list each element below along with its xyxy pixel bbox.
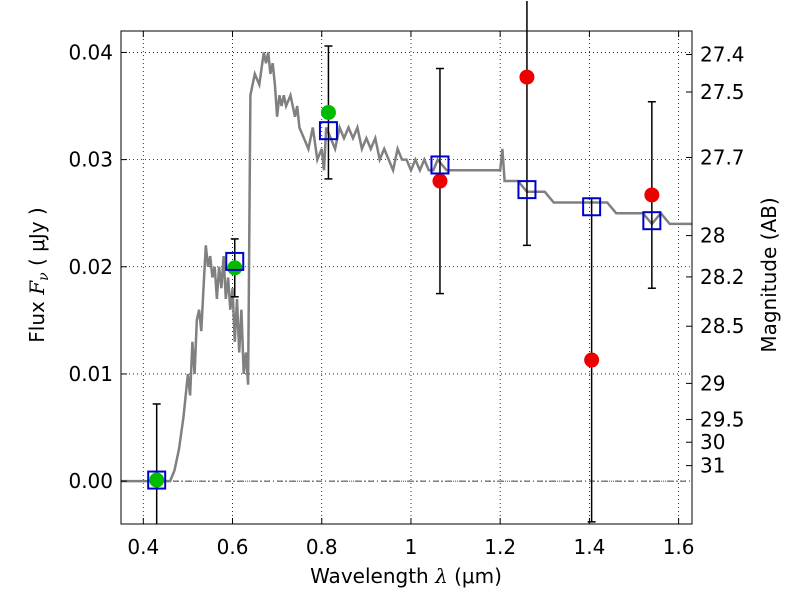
x-tick-label: 1.4 (573, 535, 605, 559)
y-tick-label: 0.04 (68, 40, 113, 64)
y-axis-label: Flux Fν ( μJy ) (25, 207, 52, 342)
data-markers (147, 69, 662, 490)
y-tick-label: 0.02 (68, 255, 113, 279)
x-tick-label: 1.2 (484, 535, 516, 559)
grid-lines (121, 31, 692, 524)
magnitude-tick-label: 28 (700, 224, 725, 248)
model-point (147, 470, 167, 490)
data-point (149, 472, 165, 488)
data-point (320, 104, 336, 120)
model-point (430, 155, 450, 175)
magnitude-tick-label: 31 (700, 454, 725, 478)
x-tick-label: 0.8 (306, 535, 338, 559)
x-tick-label: 0.4 (127, 535, 159, 559)
model-point (517, 180, 537, 200)
magnitude-tick-label: 27.5 (700, 80, 745, 104)
model-point (225, 251, 245, 271)
magnitude-tick-label: 30 (700, 430, 725, 454)
x-tick-label: 1 (405, 535, 418, 559)
magnitude-tick-label: 28.2 (700, 265, 745, 289)
data-point (519, 69, 535, 85)
magnitude-tick-label: 28.5 (700, 314, 745, 338)
y-tick-label: 0.00 (68, 469, 113, 493)
tick-labels: 0.4 0.6 0.8 1 1.2 1.4 1.6 0.00 0.01 0.02 0.03 0.04 2… (68, 40, 744, 559)
sed-model-layer (121, 52, 692, 483)
data-point (584, 352, 600, 368)
x-tick-label: 1.6 (663, 535, 695, 559)
magnitude-tick-label: 29 (700, 371, 725, 395)
model-point (318, 121, 338, 141)
data-point (644, 187, 660, 203)
magnitude-tick-label: 27.7 (700, 145, 745, 169)
data-point (432, 173, 448, 189)
x-axis-label: Wavelength λ (μm) (310, 564, 502, 588)
model-point (582, 197, 602, 217)
x-tick-label: 0.6 (217, 535, 249, 559)
plot-frame (120, 30, 693, 525)
data-point (227, 260, 243, 276)
y-tick-label: 0.03 (68, 148, 113, 172)
axis-ticks (121, 31, 692, 524)
model-point (642, 211, 662, 231)
y-tick-label: 0.01 (68, 362, 113, 386)
sed-model-line (121, 52, 692, 483)
error-bars (152, 1, 656, 524)
magnitude-tick-label: 27.4 (700, 42, 745, 66)
magnitude-tick-label: 29.5 (700, 407, 745, 431)
y2-axis-label: Magnitude (AB) (757, 197, 781, 352)
